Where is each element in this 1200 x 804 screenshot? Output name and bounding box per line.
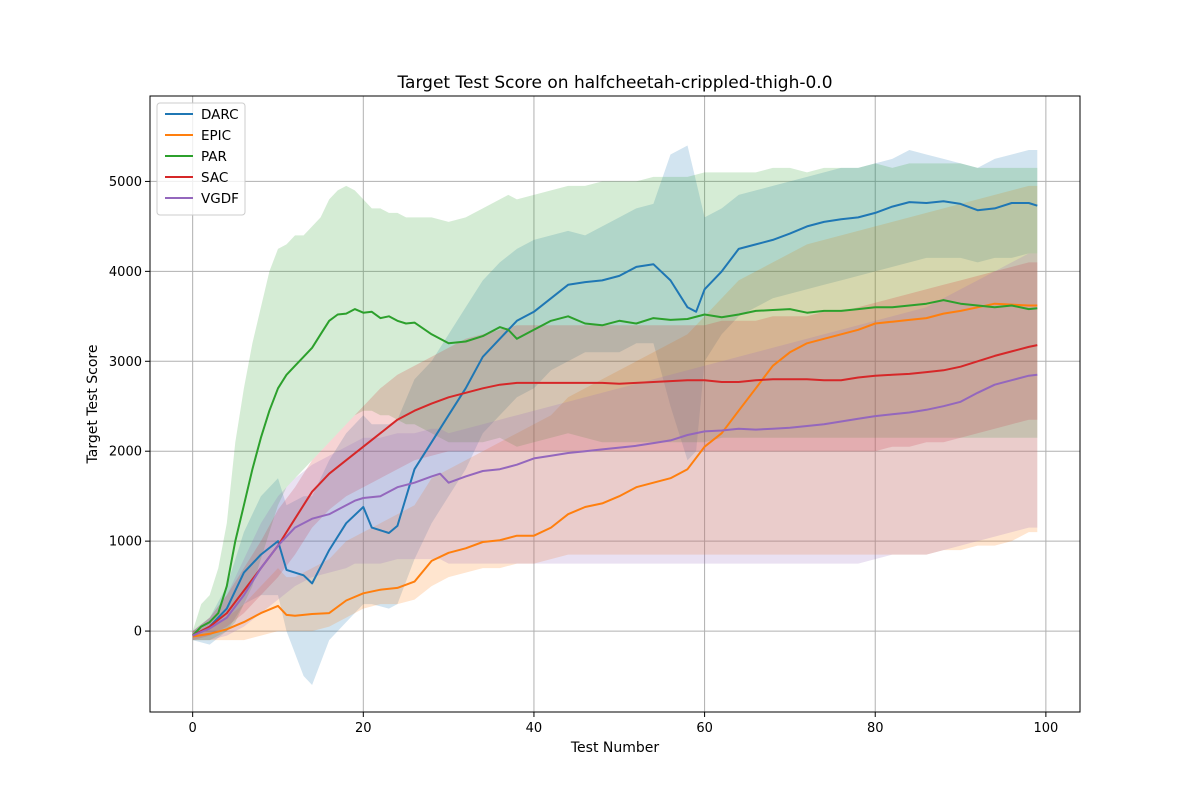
y-tick-label: 0 [134,625,142,640]
x-tick-label: 60 [696,721,713,736]
legend: DARC EPIC PAR SAC VGDF [156,102,246,216]
y-tick-label: 1000 [109,535,142,550]
par-legend-label: PAR [201,149,227,165]
series-lines [191,200,1038,638]
y-axis-label: Target Test Score [85,345,101,465]
y-tick-label: 2000 [109,445,142,460]
par-band [192,163,1038,641]
confidence-bands [192,145,1038,685]
darc-band [192,145,1038,685]
darc-line [192,200,1038,637]
legend-box [156,102,246,216]
darc-legend-label: DARC [201,107,239,123]
y-tick-label: 4000 [109,265,142,280]
epic-band [192,185,1038,641]
vgdf-line [192,373,1038,637]
vgdf-legend-label: VGDF [201,191,239,207]
y-tick-label: 5000 [109,175,142,190]
par-line [191,299,1038,637]
epic-legend-label: EPIC [201,128,231,144]
x-tick-label: 80 [867,721,884,736]
epic-line [192,302,1038,638]
x-tick-label: 40 [526,721,543,736]
x-tick-label: 100 [1033,721,1058,736]
x-tick-label: 0 [189,721,197,736]
plot-frame [149,95,1081,713]
x-axis-label: Test Number [570,740,660,756]
grid-lines [150,96,1080,712]
x-tick-label: 20 [355,721,372,736]
sac-band [192,262,1038,641]
sac-legend-label: SAC [201,170,228,186]
vgdf-band [192,253,1038,641]
chart-title: Target Test Score on halfcheetah-cripple… [396,73,832,93]
sac-line [192,344,1038,637]
y-tick-label: 3000 [109,355,142,370]
